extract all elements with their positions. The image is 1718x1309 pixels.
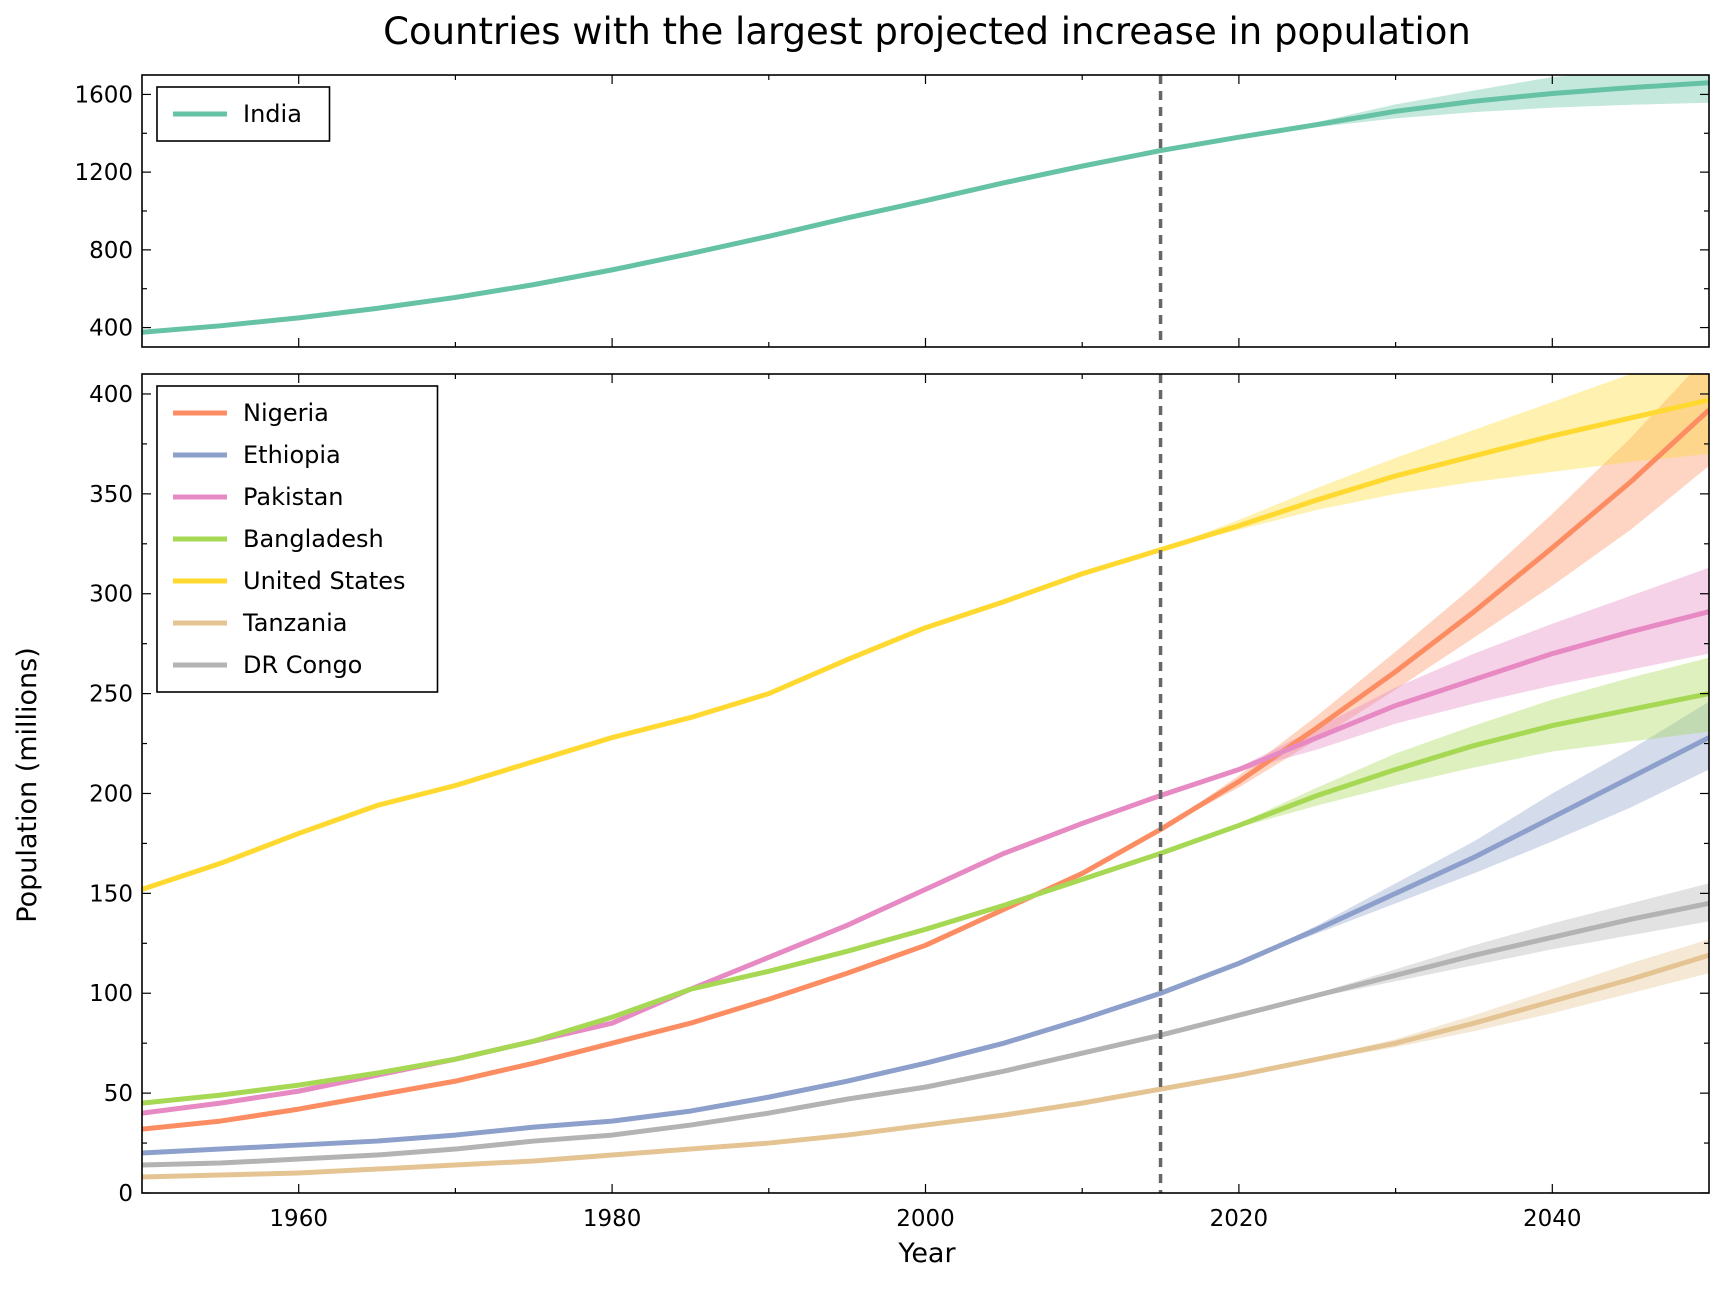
y-tick-label: 100 (89, 981, 133, 1007)
ethiopia-line (142, 735, 1709, 1156)
y-tick-label: 300 (89, 582, 133, 608)
x-tick-label: 1980 (583, 1206, 642, 1232)
united-states-legend-label: United States (243, 567, 406, 595)
nigeria-line (142, 408, 1709, 1132)
y-tick-label: 350 (89, 482, 133, 508)
india-legend-label: India (243, 100, 302, 128)
tanzania-legend-label: Tanzania (242, 609, 348, 637)
x-tick-label: 1960 (269, 1206, 328, 1232)
ethiopia-legend-label: Ethiopia (243, 441, 341, 469)
y-tick-label: 200 (89, 781, 133, 807)
top-plot-area (142, 75, 1709, 335)
y-tick-label: 1200 (74, 160, 133, 186)
x-axis-label: Year (897, 1238, 956, 1269)
y-tick-label: 1600 (74, 82, 133, 108)
y-tick-label: 0 (118, 1181, 133, 1207)
dr-congo-legend-label: DR Congo (243, 651, 362, 679)
nigeria-legend-label: Nigeria (243, 399, 329, 427)
top-legend: India (156, 86, 331, 142)
tanzania-line (142, 952, 1709, 1180)
bottom-legend: Nigeria Ethiopia Pakistan Bangladesh United … (156, 385, 439, 693)
bangladesh-band (142, 657, 1709, 1104)
india-band (142, 75, 1709, 333)
united-states-line (142, 397, 1709, 892)
y-tick-label: 250 (89, 682, 133, 708)
x-tick-label: 2040 (1523, 1206, 1582, 1232)
y-tick-label: 50 (104, 1081, 133, 1107)
x-tick-label: 2000 (896, 1206, 955, 1232)
y-axis-label: Population (millions) (12, 647, 43, 923)
y-tick-label: 400 (89, 382, 133, 408)
united-states-band (142, 374, 1709, 890)
bottom-plot-area (142, 374, 1709, 1180)
india-panel: 400 800 1200 1600 India (74, 74, 1710, 348)
pakistan-legend-label: Pakistan (243, 483, 344, 511)
bangladesh-legend-label: Bangladesh (243, 525, 384, 553)
india-line (142, 80, 1709, 335)
dr-congo-line (142, 900, 1709, 1168)
x-tick-label: 2020 (1210, 1206, 1269, 1232)
bangladesh-line (142, 691, 1709, 1106)
other-countries-panel: 0 50 100 150 200 250 300 350 400 1960 1980 2000 2020… (89, 373, 1710, 1232)
y-tick-label: 400 (89, 316, 133, 342)
chart-title: Countries with the largest projected inc… (383, 10, 1471, 53)
y-tick-label: 800 (89, 238, 133, 264)
y-tick-label: 150 (89, 881, 133, 907)
